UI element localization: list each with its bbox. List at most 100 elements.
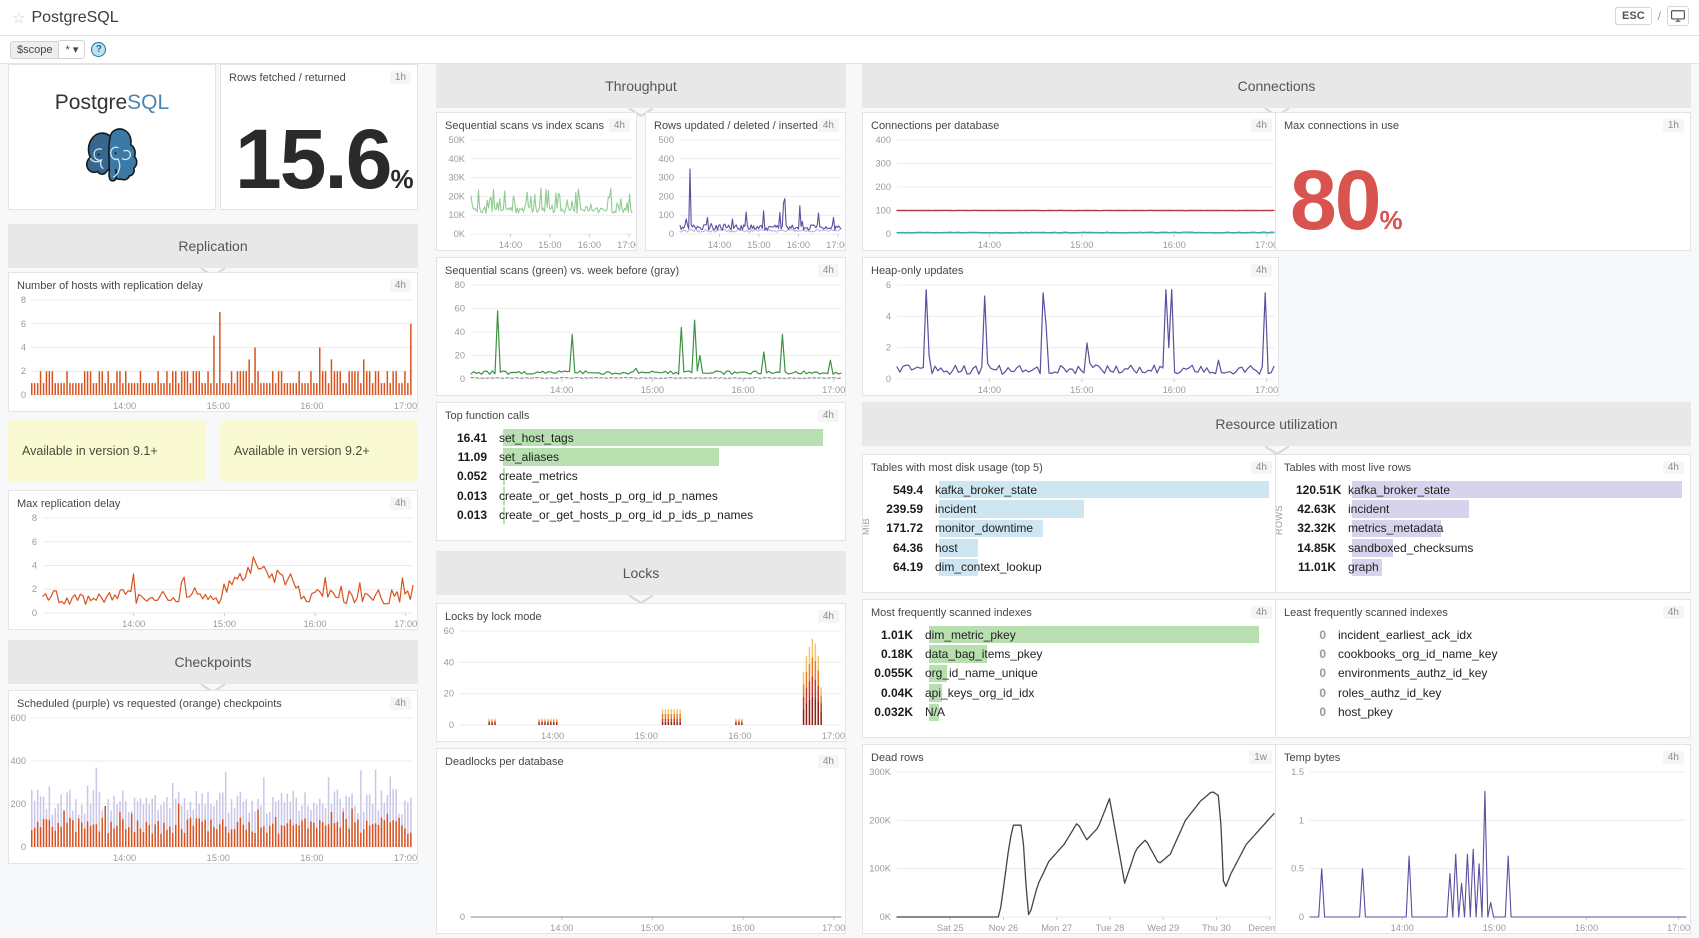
svg-text:100: 100 xyxy=(658,210,674,220)
svg-text:30K: 30K xyxy=(448,173,465,183)
svg-text:Mon 27: Mon 27 xyxy=(1041,923,1072,933)
svg-text:1.5: 1.5 xyxy=(1291,767,1304,777)
svg-text:60: 60 xyxy=(455,304,465,314)
svg-text:6: 6 xyxy=(886,280,891,290)
svg-text:0: 0 xyxy=(460,374,465,384)
svg-text:14:00: 14:00 xyxy=(978,385,1001,395)
svg-text:16:00: 16:00 xyxy=(1575,923,1598,933)
svg-text:16:00: 16:00 xyxy=(731,923,754,933)
svg-text:0: 0 xyxy=(32,608,37,618)
svg-text:300K: 300K xyxy=(869,767,892,777)
svg-text:Nov 26: Nov 26 xyxy=(989,923,1018,933)
svg-text:14:00: 14:00 xyxy=(708,240,731,250)
svg-text:6: 6 xyxy=(32,537,37,547)
svg-text:8: 8 xyxy=(32,513,37,523)
svg-text:200K: 200K xyxy=(869,815,892,825)
svg-text:16:00: 16:00 xyxy=(787,240,810,250)
svg-text:600: 600 xyxy=(10,713,26,723)
svg-text:Thu 30: Thu 30 xyxy=(1202,923,1231,933)
svg-text:14:00: 14:00 xyxy=(1391,923,1414,933)
svg-text:16:00: 16:00 xyxy=(300,853,323,863)
svg-text:4: 4 xyxy=(21,343,26,353)
svg-text:20K: 20K xyxy=(448,191,465,201)
svg-text:17:00: 17:00 xyxy=(394,619,417,629)
svg-text:17:00: 17:00 xyxy=(822,923,845,933)
svg-text:17:00: 17:00 xyxy=(394,853,417,863)
svg-text:15:00: 15:00 xyxy=(207,401,230,411)
svg-text:300: 300 xyxy=(658,173,674,183)
svg-text:15:00: 15:00 xyxy=(213,619,236,629)
svg-text:0.5: 0.5 xyxy=(1291,864,1304,874)
svg-text:17:00: 17:00 xyxy=(826,240,846,250)
svg-text:6: 6 xyxy=(21,319,26,329)
svg-text:0: 0 xyxy=(460,912,465,922)
svg-text:80: 80 xyxy=(455,280,465,290)
svg-text:200: 200 xyxy=(658,191,674,201)
svg-text:16:00: 16:00 xyxy=(303,619,326,629)
svg-text:200: 200 xyxy=(875,182,891,192)
svg-text:0K: 0K xyxy=(880,912,892,922)
svg-text:15:00: 15:00 xyxy=(207,853,230,863)
svg-text:0: 0 xyxy=(669,229,674,239)
svg-text:400: 400 xyxy=(10,756,26,766)
svg-text:17:00: 17:00 xyxy=(617,240,637,250)
svg-text:1: 1 xyxy=(1299,815,1304,825)
svg-text:14:00: 14:00 xyxy=(550,923,573,933)
svg-text:15:00: 15:00 xyxy=(641,385,664,395)
svg-text:200: 200 xyxy=(10,799,26,809)
svg-text:100: 100 xyxy=(875,206,891,216)
svg-text:16:00: 16:00 xyxy=(731,385,754,395)
svg-text:15:00: 15:00 xyxy=(538,240,561,250)
svg-text:14:00: 14:00 xyxy=(113,401,136,411)
svg-text:14:00: 14:00 xyxy=(541,731,564,741)
svg-text:15:00: 15:00 xyxy=(747,240,770,250)
svg-text:300: 300 xyxy=(875,159,891,169)
svg-text:14:00: 14:00 xyxy=(122,619,145,629)
svg-text:14:00: 14:00 xyxy=(550,385,573,395)
svg-text:14:00: 14:00 xyxy=(499,240,522,250)
svg-text:50K: 50K xyxy=(448,135,465,145)
svg-text:4: 4 xyxy=(886,311,891,321)
svg-text:15:00: 15:00 xyxy=(1483,923,1506,933)
svg-text:400: 400 xyxy=(658,154,674,164)
svg-text:16:00: 16:00 xyxy=(1163,240,1186,250)
svg-text:2: 2 xyxy=(21,366,26,376)
svg-text:20: 20 xyxy=(455,351,465,361)
svg-text:400: 400 xyxy=(875,135,891,145)
svg-text:14:00: 14:00 xyxy=(113,853,136,863)
svg-text:0: 0 xyxy=(449,720,454,730)
svg-text:0: 0 xyxy=(886,374,891,384)
svg-text:60: 60 xyxy=(444,626,454,636)
svg-text:15:00: 15:00 xyxy=(635,731,658,741)
svg-text:2: 2 xyxy=(886,343,891,353)
svg-text:40K: 40K xyxy=(448,154,465,164)
svg-text:15:00: 15:00 xyxy=(641,923,664,933)
svg-text:15:00: 15:00 xyxy=(1070,385,1093,395)
svg-text:16:00: 16:00 xyxy=(1163,385,1186,395)
svg-text:500: 500 xyxy=(658,135,674,145)
svg-text:10K: 10K xyxy=(448,210,465,220)
svg-text:17:00: 17:00 xyxy=(822,385,845,395)
svg-text:17:00: 17:00 xyxy=(1255,385,1278,395)
svg-text:0: 0 xyxy=(21,842,26,852)
svg-text:0K: 0K xyxy=(454,229,466,239)
svg-text:100K: 100K xyxy=(869,864,892,874)
svg-text:17:00: 17:00 xyxy=(822,731,845,741)
svg-text:16:00: 16:00 xyxy=(728,731,751,741)
svg-text:Wed 29: Wed 29 xyxy=(1147,923,1179,933)
svg-text:Sat 25: Sat 25 xyxy=(937,923,964,933)
svg-text:4: 4 xyxy=(32,561,37,571)
svg-text:15:00: 15:00 xyxy=(1070,240,1093,250)
svg-text:20: 20 xyxy=(444,689,454,699)
svg-text:16:00: 16:00 xyxy=(578,240,601,250)
svg-text:0: 0 xyxy=(886,229,891,239)
svg-text:14:00: 14:00 xyxy=(978,240,1001,250)
svg-text:17:00: 17:00 xyxy=(394,401,417,411)
svg-text:16:00: 16:00 xyxy=(300,401,323,411)
svg-text:40: 40 xyxy=(444,657,454,667)
svg-text:2: 2 xyxy=(32,584,37,594)
svg-text:0: 0 xyxy=(1299,912,1304,922)
svg-text:Tue 28: Tue 28 xyxy=(1096,923,1125,933)
svg-text:0: 0 xyxy=(21,390,26,400)
svg-text:8: 8 xyxy=(21,295,26,305)
